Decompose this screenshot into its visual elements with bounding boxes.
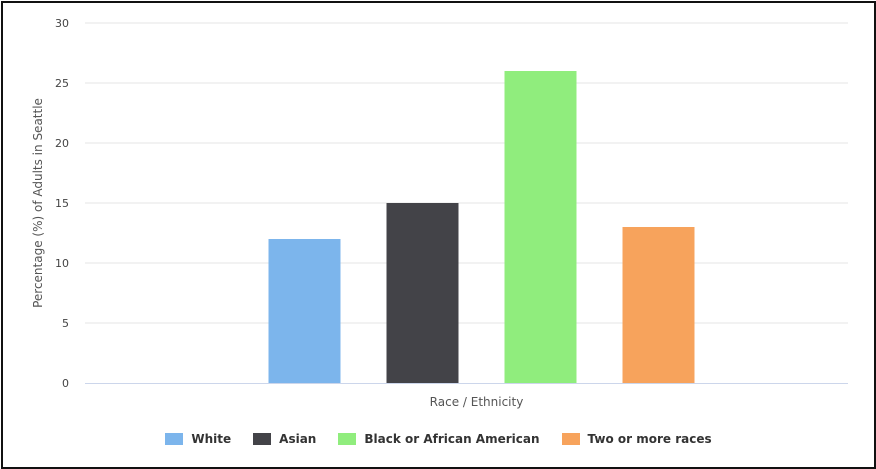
y-tick-label: 10 [55,257,69,270]
bar-chart: 0 5 10 15 20 25 30 Race / Ethnicity Percentage… [31,17,848,409]
y-tick-label: 0 [62,377,69,390]
legend-item-black-or-african-american[interactable]: Black or African American [338,432,540,446]
legend-swatch-white [165,433,184,445]
y-tick-label: 15 [55,197,69,210]
legend-swatch-asian [253,433,272,445]
bar-two-or-more-races[interactable] [622,227,695,383]
legend-swatch-two-or-more-races [561,433,580,445]
bar-asian[interactable] [386,203,459,383]
y-tick-label: 25 [55,77,69,90]
bars [268,71,695,383]
y-axis-ticks: 0 5 10 15 20 25 30 [55,17,69,390]
legend-label-white: White [191,432,232,446]
legend-item-asian[interactable]: Asian [253,432,316,446]
legend-label-two-or-more-races: Two or more races [587,432,712,446]
legend: White Asian Black or African American Tw… [3,432,874,446]
legend-item-white[interactable]: White [165,432,231,446]
legend-label-asian: Asian [279,432,317,446]
bar-black-or-african-american[interactable] [504,71,577,383]
legend-item-two-or-more-races[interactable]: Two or more races [561,432,712,446]
legend-swatch-black-or-african-american [338,433,357,445]
x-axis-title: Race / Ethnicity [430,395,524,409]
y-tick-label: 30 [55,17,69,30]
gridlines [85,22,848,324]
y-tick-label: 20 [55,137,69,150]
y-tick-label: 5 [62,317,69,330]
legend-label-black-or-african-american: Black or African American [364,432,540,446]
bar-white[interactable] [268,239,341,383]
y-axis-title: Percentage (%) of Adults in Seattle [31,98,45,308]
